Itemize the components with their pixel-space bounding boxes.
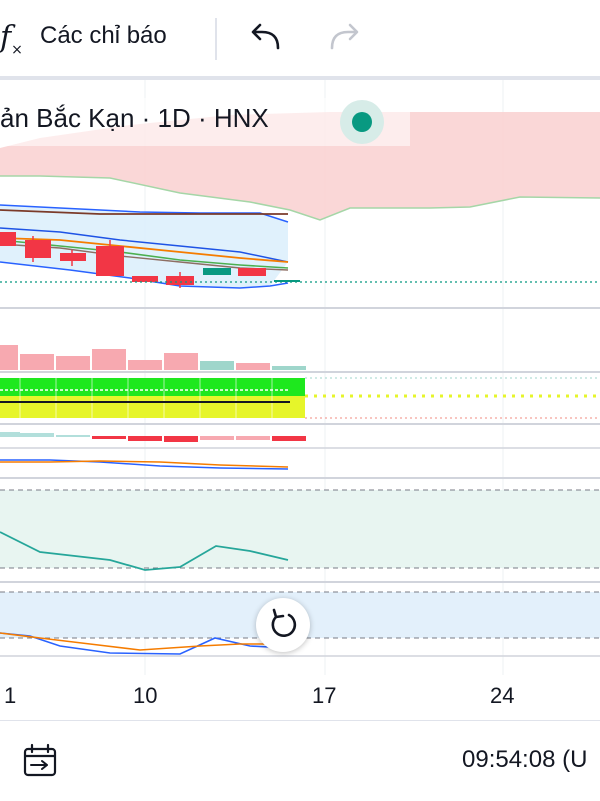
time-axis[interactable]: 1 10 17 24 <box>0 675 600 720</box>
redo-icon[interactable] <box>326 18 362 58</box>
macd-line <box>0 459 289 470</box>
bollinger-basis <box>0 227 289 263</box>
candle <box>25 240 51 258</box>
candle <box>132 276 158 282</box>
reset-chart-button[interactable] <box>256 598 310 652</box>
reset-icon <box>271 608 297 637</box>
kijun-line <box>0 209 288 215</box>
chart-canvas[interactable] <box>0 80 600 675</box>
rsi-line <box>0 531 289 571</box>
calendar-range-icon[interactable] <box>22 743 58 779</box>
rsi-band <box>0 490 600 568</box>
bollinger-band-fill <box>0 205 288 288</box>
histogram <box>0 432 306 442</box>
undo-icon[interactable] <box>248 18 284 58</box>
time-axis-label: 17 <box>312 683 337 708</box>
symbol-title[interactable]: ản Bắc Kạn · 1D · HNX <box>0 103 269 133</box>
stoch-d <box>0 632 288 651</box>
bottom-toolbar: 09:54:08 (U <box>0 720 600 801</box>
candle <box>238 268 266 276</box>
candles <box>0 232 300 288</box>
toolbar-divider <box>215 18 217 60</box>
candle <box>203 268 231 275</box>
time-axis-label: 10 <box>133 683 158 708</box>
clock-timezone[interactable]: 09:54:08 (U <box>462 746 588 773</box>
function-icon[interactable]: f× <box>0 20 23 58</box>
candle <box>166 276 194 285</box>
ma-orange <box>0 237 289 263</box>
toolbar: f× Các chỉ báo <box>0 0 600 78</box>
market-open-dot[interactable] <box>352 112 372 132</box>
time-axis-label: 1 <box>4 683 17 708</box>
candle <box>96 246 124 276</box>
signal-line <box>0 460 289 468</box>
candle <box>0 232 16 246</box>
candle <box>60 253 86 261</box>
volume-bars <box>0 345 306 370</box>
time-axis-label: 24 <box>490 683 515 708</box>
trend-yellow-fill <box>0 396 305 418</box>
toolbar-bottom-border <box>0 76 600 80</box>
trend-green-fill <box>0 378 305 396</box>
indicators-button[interactable]: Các chỉ báo <box>40 22 167 49</box>
cloud-lower-line <box>0 175 600 221</box>
